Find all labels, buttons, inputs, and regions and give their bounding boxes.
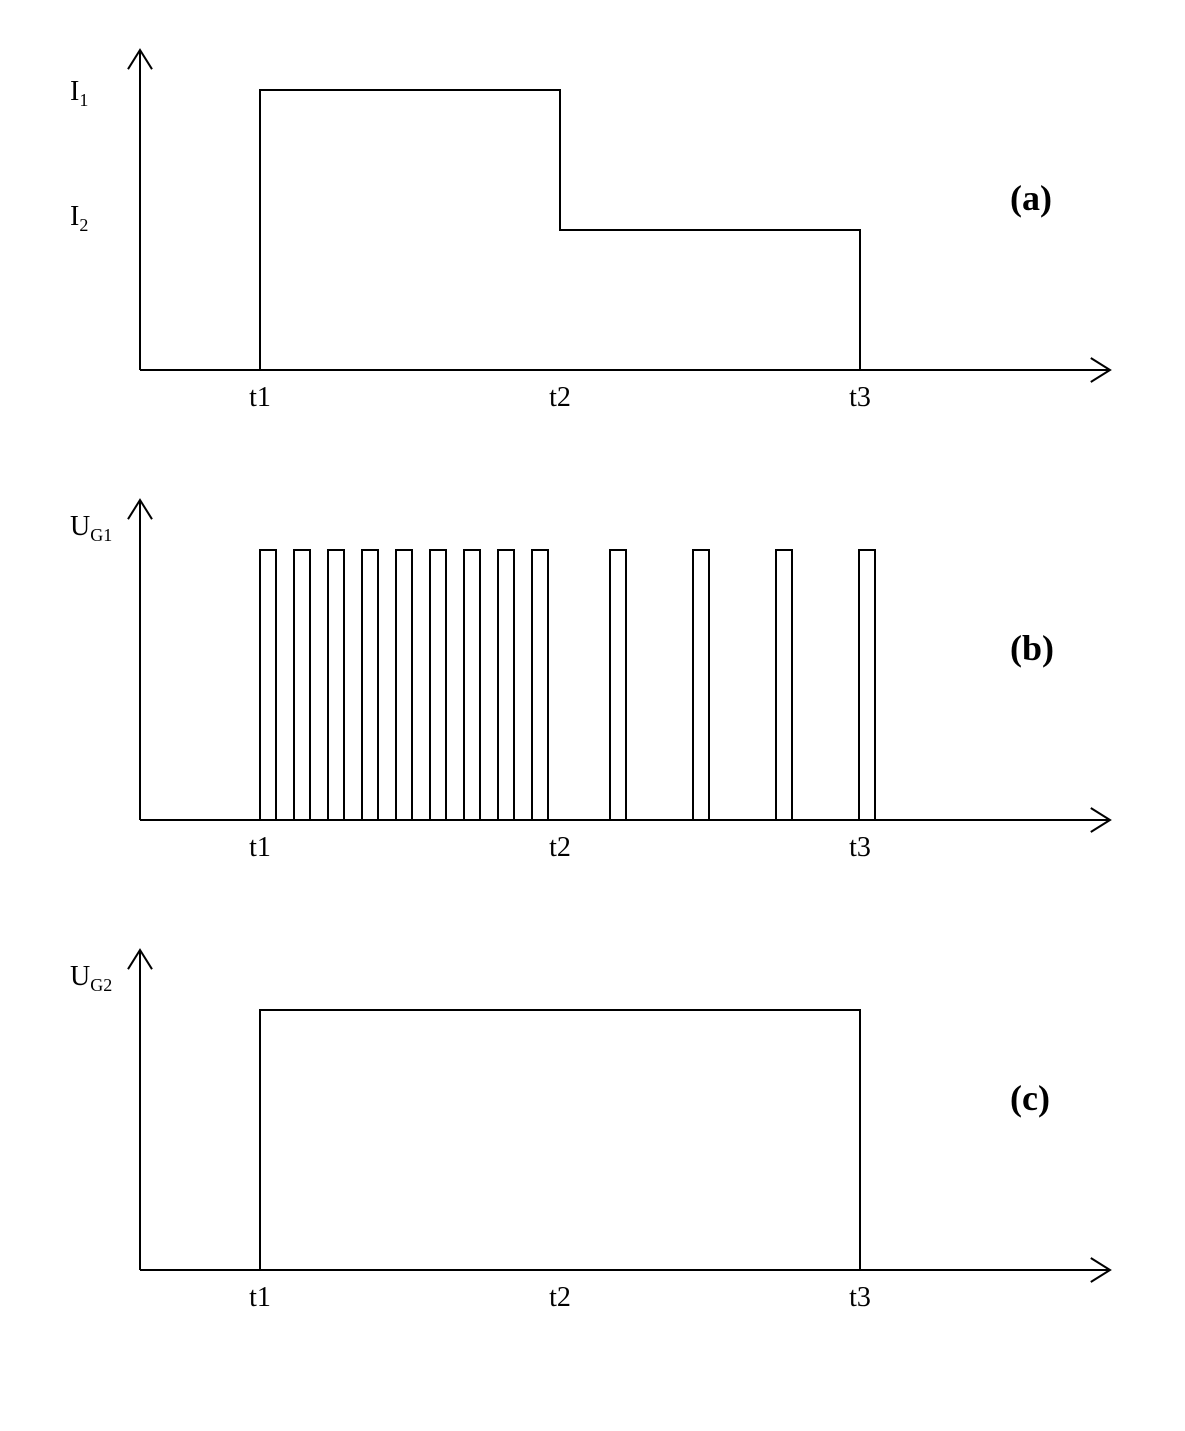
panel-b-chart: UG1 t1 t2 t3 (b) (30, 480, 1155, 890)
svg-text:t3: t3 (849, 382, 871, 413)
panel-a-chart: I1 I2 t1 t2 t3 (a) (30, 30, 1155, 440)
panel-c-chart: UG2 t1 t2 t3 (c) (30, 930, 1155, 1340)
svg-text:(a): (a) (1010, 178, 1052, 218)
svg-text:I1: I1 (70, 76, 88, 110)
svg-text:t2: t2 (549, 832, 571, 863)
svg-text:t1: t1 (249, 1282, 271, 1313)
svg-text:(c): (c) (1010, 1078, 1050, 1118)
panel-a-svg: I1 I2 t1 t2 t3 (a) (30, 30, 1155, 440)
svg-text:t2: t2 (549, 1282, 571, 1313)
panel-c-svg: UG2 t1 t2 t3 (c) (30, 930, 1155, 1340)
svg-text:(b): (b) (1010, 628, 1054, 668)
svg-text:t2: t2 (549, 382, 571, 413)
svg-text:UG2: UG2 (70, 961, 112, 995)
svg-text:t1: t1 (249, 382, 271, 413)
panel-b-svg: UG1 t1 t2 t3 (b) (30, 480, 1155, 890)
svg-text:t3: t3 (849, 1282, 871, 1313)
svg-text:I2: I2 (70, 201, 88, 235)
svg-text:UG1: UG1 (70, 511, 112, 545)
svg-text:t1: t1 (249, 832, 271, 863)
svg-text:t3: t3 (849, 832, 871, 863)
